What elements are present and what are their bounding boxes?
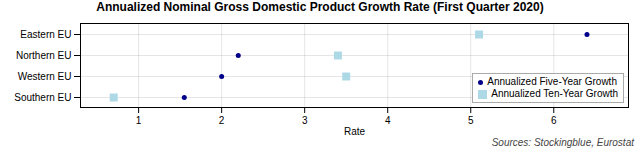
svg-text:Northern EU: Northern EU: [16, 50, 72, 61]
svg-text:6: 6: [551, 115, 557, 126]
svg-text:1: 1: [136, 115, 142, 126]
html-text:Sources: Stockingblue, Eurosta: Sources: Stockingblue, Eurostat: [491, 137, 634, 148]
html-text:Annualized Nominal Gross Domes: Annualized Nominal Gross Domestic Produc…: [96, 0, 544, 14]
svg-text:Western EU: Western EU: [18, 71, 72, 82]
svg-text:5: 5: [468, 115, 474, 126]
svg-text:Rate: Rate: [344, 126, 366, 137]
svg-text:4: 4: [385, 115, 391, 126]
html-text:Annualized Five-Year Growth: Annualized Five-Year Growth: [487, 76, 617, 87]
svg-text:2: 2: [219, 115, 225, 126]
svg-text:3: 3: [302, 115, 308, 126]
svg-text:Eastern EU: Eastern EU: [20, 29, 71, 40]
html-text:Annualized Ten-Year Growth: Annualized Ten-Year Growth: [491, 88, 618, 99]
svg-text:Southern EU: Southern EU: [14, 92, 71, 103]
